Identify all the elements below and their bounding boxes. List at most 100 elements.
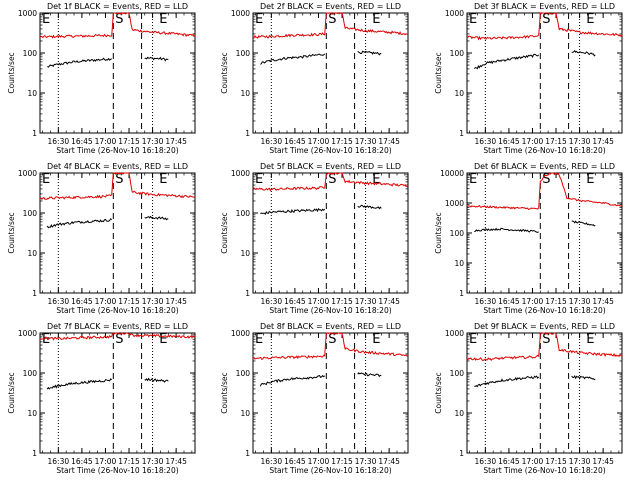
y-tick-label: 10 (240, 89, 250, 98)
x-tick-label: 17:15 (331, 297, 353, 306)
chart-title: Det 6f BLACK = Events, RED = LLD (474, 162, 615, 171)
marker-label: E (255, 332, 263, 347)
y-tick-label: 100 (236, 209, 251, 218)
marker-label: E (372, 172, 380, 187)
x-tick-label: 17:15 (545, 137, 567, 146)
x-axis-label: Start Time (26-Nov-10 16:18:20) (483, 466, 605, 475)
events-series-line (46, 378, 113, 390)
y-tick-label: 1 (32, 449, 37, 458)
events-series-line (571, 220, 596, 227)
x-tick-label: 17:45 (592, 137, 614, 146)
events-series-line (144, 215, 169, 221)
x-tick-label: 17:45 (165, 457, 187, 466)
plot-frame (39, 172, 196, 294)
plot-frame (252, 12, 409, 134)
chart-title: Det 9f BLACK = Events, RED = LLD (474, 322, 615, 331)
x-tick-label: 16:45 (284, 137, 306, 146)
events-series-line (357, 50, 382, 56)
x-tick-label: 17:45 (378, 297, 400, 306)
events-series-line (474, 375, 540, 388)
y-axis-label: Counts/sec (434, 372, 443, 413)
x-tick-label: 17:45 (165, 137, 187, 146)
events-series-line (474, 227, 539, 233)
x-tick-label: 17:00 (522, 457, 544, 466)
chart-panel-1: Det 1f BLACK = Events, RED = LLD 1 10 100 10… (7, 2, 196, 155)
x-tick-label: 16:45 (498, 457, 520, 466)
events-series-line (571, 49, 596, 57)
lld-series-line (252, 12, 408, 39)
x-tick-label: 17:15 (545, 297, 567, 306)
x-tick-label: 16:30 (475, 297, 497, 306)
x-tick-label: 16:30 (48, 137, 70, 146)
x-tick-label: 17:30 (355, 457, 377, 466)
x-tick-label: 17:15 (118, 137, 140, 146)
marker-label: E (159, 172, 167, 187)
chart-title: Det 5f BLACK = Events, RED = LLD (260, 162, 401, 171)
chart-panel-6: Det 6f BLACK = Events, RED = LLD 1 10 100 10… (434, 162, 623, 315)
chart-title: Det 1f BLACK = Events, RED = LLD (47, 2, 188, 11)
y-tick-label: 10000 (440, 169, 464, 178)
y-tick-label: 1000 (445, 329, 464, 338)
x-tick-label: 16:30 (475, 137, 497, 146)
x-tick-label: 16:45 (284, 297, 306, 306)
x-tick-label: 17:00 (95, 457, 117, 466)
lld-series-line (466, 172, 623, 210)
x-tick-label: 17:15 (118, 297, 140, 306)
y-tick-label: 1 (245, 289, 250, 298)
events-series-line (260, 207, 326, 216)
y-tick-label: 100 (23, 49, 38, 58)
marker-label: E (469, 12, 477, 27)
chart-title: Det 4f BLACK = Events, RED = LLD (47, 162, 188, 171)
y-tick-label: 1 (245, 129, 250, 138)
x-axis-label: Start Time (26-Nov-10 16:18:20) (483, 306, 605, 315)
marker-label: E (42, 12, 50, 27)
chart-panel-5: Det 5f BLACK = Events, RED = LLD 1 10 100 10… (220, 162, 409, 315)
events-series-line (473, 53, 540, 70)
y-axis-label: Counts/sec (220, 52, 229, 93)
x-tick-label: 17:30 (569, 457, 591, 466)
x-tick-label: 17:30 (142, 137, 164, 146)
marker-label: E (372, 332, 380, 347)
y-axis-label: Counts/sec (7, 212, 16, 253)
x-tick-label: 17:45 (378, 457, 400, 466)
x-axis-label: Start Time (26-Nov-10 16:18:20) (56, 466, 178, 475)
x-tick-label: 17:30 (142, 457, 164, 466)
events-series-line (260, 53, 326, 65)
events-series-line (47, 57, 112, 68)
events-series-line (357, 372, 382, 378)
chart-title: Det 3f BLACK = Events, RED = LLD (474, 2, 615, 11)
x-axis-label: Start Time (26-Nov-10 16:18:20) (56, 306, 178, 315)
y-tick-label: 1 (245, 449, 250, 458)
lld-series-line (466, 12, 623, 41)
x-axis-label: Start Time (26-Nov-10 16:18:20) (56, 146, 178, 155)
x-tick-label: 17:00 (95, 297, 117, 306)
x-tick-label: 17:15 (331, 457, 353, 466)
x-tick-label: 17:15 (331, 137, 353, 146)
x-tick-label: 17:00 (522, 137, 544, 146)
x-axis-label: Start Time (26-Nov-10 16:18:20) (269, 306, 391, 315)
marker-label: S (115, 332, 123, 347)
events-series-line (259, 374, 326, 387)
x-tick-label: 16:30 (261, 297, 283, 306)
y-tick-label: 1000 (18, 9, 37, 18)
y-tick-label: 1 (32, 289, 37, 298)
x-tick-label: 17:45 (592, 297, 614, 306)
y-tick-label: 1000 (445, 9, 464, 18)
y-tick-label: 1 (32, 129, 37, 138)
chart-panel-2: Det 2f BLACK = Events, RED = LLD 1 10 100 10… (220, 2, 409, 155)
marker-label: E (586, 332, 594, 347)
y-axis-label: Counts/sec (434, 52, 443, 93)
x-tick-label: 16:30 (48, 457, 70, 466)
x-tick-label: 17:30 (355, 297, 377, 306)
x-tick-label: 17:00 (308, 457, 330, 466)
plot-frame (39, 332, 196, 454)
x-tick-label: 16:30 (261, 457, 283, 466)
y-axis-label: Counts/sec (7, 372, 16, 413)
lld-series-line (252, 332, 409, 360)
y-axis-label: Counts/sec (220, 372, 229, 413)
x-tick-label: 17:45 (592, 457, 614, 466)
marker-label: E (586, 12, 594, 27)
marker-label: E (42, 172, 50, 187)
y-axis-label: Counts/sec (220, 212, 229, 253)
